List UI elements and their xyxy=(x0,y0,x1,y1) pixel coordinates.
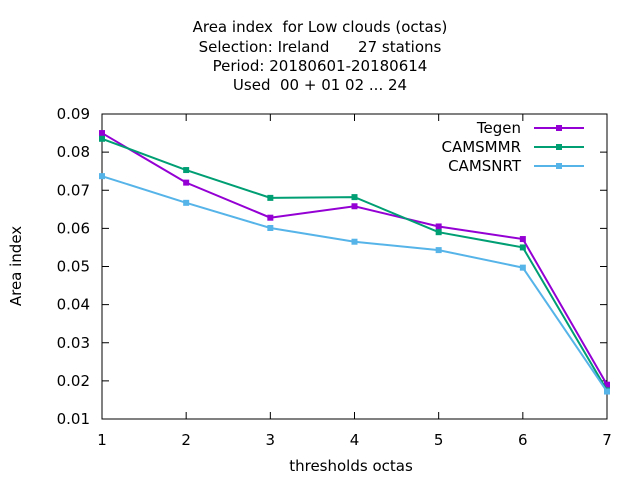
y-tick-label: 0.03 xyxy=(57,334,90,352)
series-group xyxy=(99,130,610,395)
y-tick-label: 0.01 xyxy=(57,410,90,428)
x-tick-label: 4 xyxy=(350,431,360,449)
y-tick-label: 0.09 xyxy=(57,105,90,123)
data-point-camsmmr xyxy=(99,135,105,142)
y-tick-label: 0.02 xyxy=(57,372,90,390)
x-tick-label: 6 xyxy=(518,431,528,449)
y-axis-label: Area index xyxy=(7,226,25,306)
data-point-camsnrt xyxy=(99,173,105,180)
data-point-camsnrt xyxy=(519,264,526,271)
chart-title-line-2: Selection: Ireland 27 stations xyxy=(198,38,442,56)
chart-title-line-3: Period: 20180601-20180614 xyxy=(212,57,428,75)
series-line-tegen xyxy=(101,132,608,386)
data-point-tegen xyxy=(351,203,358,210)
data-point-tegen xyxy=(435,223,442,230)
chart-title-line-4: Used 00 + 01 02 ... 24 xyxy=(232,76,408,94)
plot-border xyxy=(101,113,608,420)
y-tick-label: 0.05 xyxy=(57,258,90,276)
data-point-camsnrt xyxy=(435,247,442,254)
y-tick-label: 0.06 xyxy=(57,219,90,237)
data-point-tegen xyxy=(519,236,526,243)
y-tick-label: 0.07 xyxy=(57,181,90,199)
data-point-camsnrt xyxy=(351,238,358,245)
data-point-tegen xyxy=(267,214,274,221)
legend-label-camsmmr: CAMSMMR xyxy=(441,138,521,156)
chart-title-line-1: Area index for Low clouds (octas) xyxy=(192,18,448,36)
data-point-camsmmr xyxy=(183,167,190,174)
axis-ticks: 0.01 0.02 0.03 0.04 0.05 0.06 0.07 0.08 0.09 1 2 3 4… xyxy=(57,105,612,449)
plot-area xyxy=(101,113,608,420)
data-point-camsmmr xyxy=(267,194,274,201)
data-point-camsnrt xyxy=(267,224,274,231)
data-point-camsnrt xyxy=(183,199,190,206)
y-tick-label: 0.04 xyxy=(57,296,90,314)
x-tick-label: 3 xyxy=(266,431,276,449)
x-tick-label: 5 xyxy=(434,431,444,449)
x-tick-label: 7 xyxy=(602,431,612,449)
legend-label-tegen: Tegen xyxy=(476,119,521,137)
legend-marker-camsnrt xyxy=(556,163,562,169)
data-point-camsmmr xyxy=(351,194,358,201)
data-point-camsmmr xyxy=(435,229,442,236)
data-point-tegen xyxy=(99,130,105,137)
data-point-tegen xyxy=(604,381,610,388)
x-axis-label: thresholds octas xyxy=(289,457,413,475)
x-tick-label: 1 xyxy=(97,431,107,449)
x-tick-label: 2 xyxy=(181,431,191,449)
legend-label-camsnrt: CAMSNRT xyxy=(448,157,522,175)
legend-marker-tegen xyxy=(556,125,562,131)
data-point-camsnrt xyxy=(604,388,610,395)
data-point-tegen xyxy=(183,179,190,186)
legend-marker-camsmmr xyxy=(556,144,562,150)
y-tick-label: 0.08 xyxy=(57,143,90,161)
data-point-camsmmr xyxy=(519,244,526,251)
